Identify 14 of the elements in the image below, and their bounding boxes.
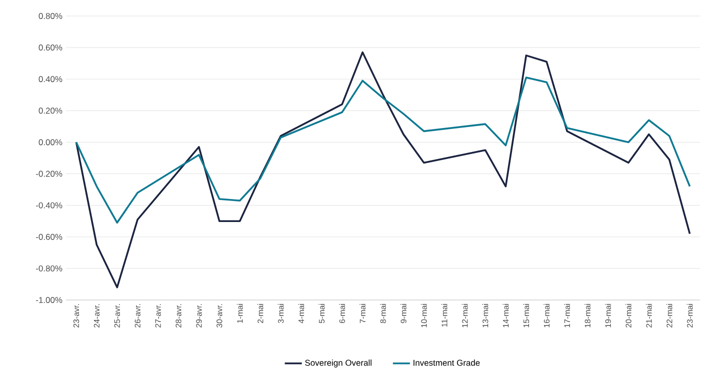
y-tick-label: -0.80% [36,265,62,272]
y-tick-label: 0.60% [38,44,62,51]
y-tick-label: 0.40% [38,76,62,82]
y-tick-label: 0.80% [38,13,62,19]
y-tick-label: 0.20% [38,108,62,114]
legend-label: Sovereign Overall [305,360,372,368]
y-tick-label: -0.60% [36,234,62,240]
y-tick-label: 0.00% [38,139,62,146]
line-series [75,51,691,288]
y-tick-label: -0.40% [36,202,62,208]
line-series [75,76,691,224]
legend-label: Investment Grade [414,360,480,366]
y-tick-label: -1.00% [36,297,62,303]
y-tick-label: -0.20% [36,170,62,177]
